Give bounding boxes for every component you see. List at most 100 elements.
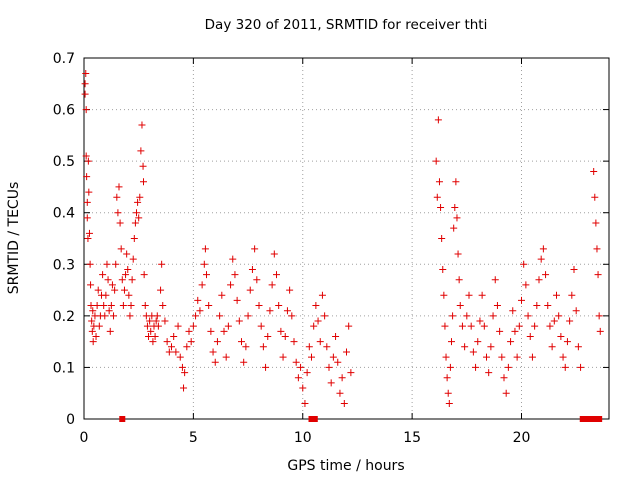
data-point [178, 363, 186, 371]
data-point [145, 332, 153, 340]
data-point [526, 332, 534, 340]
data-point [439, 265, 447, 273]
data-point [82, 69, 90, 77]
data-point [432, 157, 440, 165]
data-point [131, 219, 139, 227]
data-point [520, 260, 528, 268]
data-point [83, 198, 91, 206]
data-point [314, 317, 322, 325]
data-point [181, 369, 189, 377]
data-point [216, 312, 224, 320]
data-point [458, 322, 466, 330]
data-point [246, 286, 254, 294]
data-point-square [579, 416, 586, 422]
data-point [84, 157, 92, 165]
data-point [444, 389, 452, 397]
data-point [476, 317, 484, 325]
data-point [332, 332, 340, 340]
data-point [201, 245, 209, 253]
data-point [509, 307, 517, 315]
data-point [533, 302, 541, 310]
data-point [455, 276, 463, 284]
data-point [83, 214, 91, 222]
data-point [161, 317, 169, 325]
data-point [270, 250, 278, 258]
data-point [264, 332, 272, 340]
data-point [82, 106, 90, 114]
data-point [524, 312, 532, 320]
data-point [434, 116, 442, 124]
y-tick-label: 0.4 [53, 206, 75, 222]
data-point [303, 369, 311, 377]
data-point [108, 281, 116, 289]
data-point [522, 281, 530, 289]
data-point [511, 327, 519, 335]
data-point [347, 369, 355, 377]
data-point [220, 327, 228, 335]
data-point [310, 322, 318, 330]
data-point [143, 322, 151, 330]
data-point [209, 348, 217, 356]
data-point [255, 302, 263, 310]
data-point [469, 348, 477, 356]
data-point [504, 363, 512, 371]
data-point [122, 271, 130, 279]
data-point [159, 302, 167, 310]
data-point [595, 312, 603, 320]
axis-ticks [83, 57, 609, 420]
data-point [134, 198, 142, 206]
data-point [559, 353, 567, 361]
data-point [101, 312, 109, 320]
data-point [450, 224, 458, 232]
data-point [147, 327, 155, 335]
data-point [591, 193, 599, 201]
data-point [568, 291, 576, 299]
x-tick-label: 15 [403, 430, 421, 446]
data-point [153, 312, 161, 320]
data-point [550, 317, 558, 325]
data-point [574, 343, 582, 351]
y-tick-label: 0.6 [53, 103, 75, 119]
data-point [593, 245, 601, 253]
data-point [438, 235, 446, 242]
data-point [118, 276, 126, 284]
data-point [85, 229, 93, 237]
data-point [112, 260, 120, 268]
data-point [120, 286, 128, 294]
data-point [83, 173, 91, 181]
data-point [321, 312, 329, 320]
y-tick-label: 0.7 [53, 51, 75, 67]
data-point [446, 363, 454, 371]
data-point [513, 353, 521, 361]
data-point [323, 343, 331, 351]
data-point [286, 286, 294, 294]
data-point [441, 322, 449, 330]
data-point [88, 327, 96, 335]
data-point [489, 312, 497, 320]
data-point [290, 338, 298, 346]
data-point [104, 276, 112, 284]
data-point [343, 348, 350, 356]
data-point [445, 400, 453, 408]
data-point [592, 219, 600, 227]
data-point [103, 260, 111, 268]
data-point [158, 260, 166, 268]
data-point [110, 312, 118, 320]
data-point [87, 302, 95, 310]
data-point [535, 276, 543, 284]
data-point [548, 343, 556, 351]
data-point [81, 80, 89, 88]
data-point [292, 358, 300, 366]
data-point [146, 317, 154, 325]
data-point [102, 291, 110, 299]
y-tick-label: 0.2 [53, 309, 75, 325]
data-point [176, 353, 184, 361]
data-point [454, 250, 462, 258]
data-point [502, 389, 510, 397]
data-point [151, 332, 159, 340]
data-point [563, 338, 571, 346]
data-point [128, 276, 136, 284]
data-point [461, 343, 469, 351]
data-point [89, 307, 97, 315]
